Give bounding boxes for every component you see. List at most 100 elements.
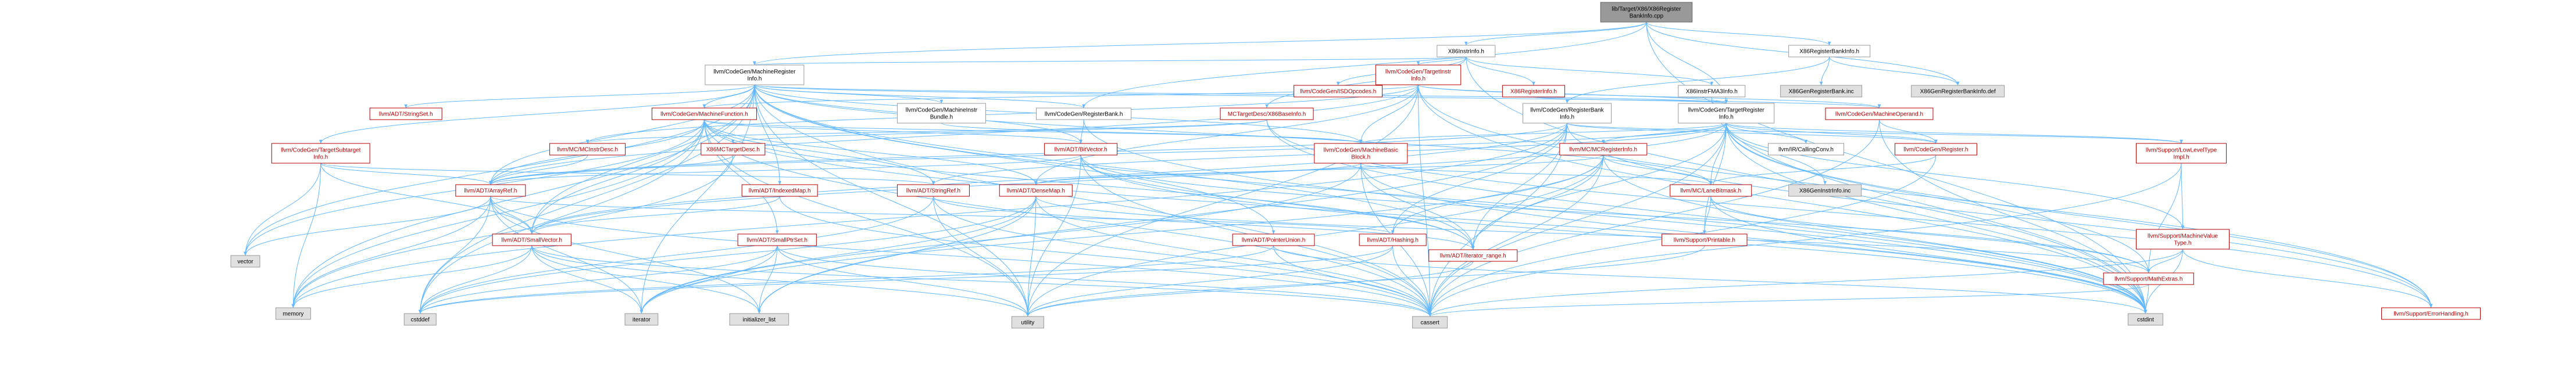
node-box	[1678, 85, 1746, 98]
node-arrayref[interactable]: llvm/ADT/ArrayRef.h	[455, 184, 526, 197]
edge-registerbank-to-bitvector	[1079, 119, 1084, 144]
node-x86genregbank_inc: X86GenRegisterBank.inc	[1780, 85, 1863, 98]
edge-targetinstrinfo-to-cstdint	[1418, 84, 2148, 314]
node-machinefunction[interactable]: llvm/CodeGen/MachineFunction.h	[651, 107, 757, 120]
node-smallvector[interactable]: llvm/ADT/SmallVector.h	[492, 233, 571, 246]
node-label: llvm/CodeGen/RegisterBank.h	[1045, 111, 1123, 118]
edge-targetregisterinfo-to-lowleveltype	[1725, 123, 2183, 144]
node-label: cstddef	[411, 317, 430, 323]
node-box	[651, 107, 757, 120]
edge-smallvector-to-iterator	[531, 245, 644, 314]
node-bitvector[interactable]: llvm/ADT/BitVector.h	[1044, 143, 1118, 156]
node-label: llvm/ADT/StringRef.h	[906, 188, 960, 195]
node-box	[741, 184, 818, 197]
edge-x86instrinfo-to-mcregisterinfo_h	[753, 56, 1467, 66]
node-errorhandling[interactable]: llvm/Support/ErrorHandling.h	[2381, 307, 2481, 320]
node-vector: vector	[230, 255, 260, 268]
node-x86mctargetdesc[interactable]: X86MCTargetDesc.h	[701, 143, 766, 156]
edge-targetinstrinfo-to-utility	[1026, 84, 1419, 317]
edge-lowleveltype-to-mathextras	[2146, 163, 2182, 274]
node-box	[1670, 184, 1752, 197]
node-label: llvm/MC/LaneBitmask.h	[1680, 188, 1741, 195]
node-pointerunion[interactable]: llvm/ADT/PointerUnion.h	[1232, 233, 1315, 246]
node-machineoperand[interactable]: llvm/CodeGen/MachineOperand.h	[1825, 107, 1934, 120]
edge-mcregisterinfo_h-to-cstddef	[418, 84, 755, 314]
edge-arrayref-to-hashing	[490, 196, 1395, 235]
edge-registerbankinfo-to-register_h	[1567, 123, 1938, 144]
edge-machinebasicblock-to-iterator_range	[1360, 163, 1475, 250]
node-indexedmap[interactable]: llvm/ADT/IndexedMap.h	[741, 184, 818, 197]
node-x86baseinfo[interactable]: MCTargetDesc/X86BaseInfo.h	[1220, 107, 1314, 120]
node-label: llvm/CodeGen/MachineFunction.h	[660, 111, 748, 118]
node-label: Info.h	[1719, 114, 1734, 121]
node-hashing[interactable]: llvm/ADT/Hashing.h	[1359, 233, 1427, 246]
edge-x86regbankinfo_h-to-x86genregbank_inc	[1819, 56, 1830, 86]
node-box	[1600, 2, 1693, 23]
node-box	[369, 107, 442, 120]
edge-machinebasicblock-to-iterator	[639, 163, 1362, 314]
edge-iterator_range-to-utility	[1026, 261, 1474, 317]
edge-x86mctargetdesc-to-arrayref	[489, 154, 734, 185]
edge-targetregisterinfo-to-mcmcregisterinfo	[1602, 123, 1727, 144]
node-label: initializer_list	[743, 317, 776, 323]
node-label: X86GenInstrInfo.inc	[1799, 188, 1850, 195]
edge-targetsubtarget-to-memory	[291, 163, 321, 308]
node-box	[492, 233, 571, 246]
edge-targetsubtarget-to-vector	[244, 163, 321, 256]
node-stringset[interactable]: llvm/ADT/StringSet.h	[369, 107, 442, 120]
edge-mathextras-to-cstdint	[2143, 284, 2149, 314]
edge-densemap-to-mathextras	[1035, 196, 2150, 274]
edge-bitvector-to-utility	[1026, 154, 1081, 317]
edge-mcregisterinfo_h-to-stringset	[404, 84, 755, 109]
edge-registerbank-to-cstdint	[1083, 119, 2148, 314]
node-printable[interactable]: llvm/Support/Printable.h	[1662, 233, 1748, 246]
edge-machinevaluetype-to-mathextras	[2146, 249, 2184, 274]
node-label: Info.h	[313, 154, 328, 161]
node-mathextras[interactable]: llvm/Support/MathExtras.h	[2103, 272, 2194, 285]
node-iterator_range[interactable]: llvm/ADT/iterator_range.h	[1428, 249, 1518, 262]
node-smallptrset[interactable]: llvm/ADT/SmallPtrSet.h	[737, 233, 817, 246]
node-register_h[interactable]: llvm/CodeGen/Register.h	[1895, 143, 1977, 156]
node-box	[2103, 272, 2194, 285]
edge-x86baseinfo-to-errorhandling	[1266, 119, 2433, 308]
node-mcmcregisterinfo[interactable]: llvm/MC/MCRegisterInfo.h	[1559, 143, 1648, 156]
edge-arrayref-to-iterator	[490, 196, 644, 314]
edge-targetregisterinfo-to-register_h	[1725, 123, 1938, 144]
edge-densemap-to-cassert	[1035, 196, 1432, 317]
edge-arrayref-to-initializer_list	[490, 196, 761, 314]
edge-bitvector-to-mathextras	[1080, 154, 2150, 274]
edge-targetinstrinfo-to-arrayref	[489, 84, 1419, 185]
edge-mcregisterinfo_h-to-targetsubtarget	[319, 84, 755, 144]
node-box	[1559, 143, 1648, 156]
node-box	[737, 233, 817, 246]
edge-machinefunction-to-smallptrset	[703, 119, 779, 235]
edge-x86instrinfo-to-x86reginfo	[1466, 56, 1535, 86]
edge-lowleveltype-to-cassert	[1428, 163, 2182, 317]
node-mclanebitmask[interactable]: llvm/MC/LaneBitmask.h	[1670, 184, 1752, 197]
node-x86reginfo[interactable]: X86RegisterInfo.h	[1502, 85, 1566, 98]
node-isdopcodes[interactable]: llvm/CodeGen/ISDOpcodes.h	[1294, 85, 1383, 98]
edge-densemap-to-initializer_list	[758, 196, 1037, 314]
node-mcinstrdesc[interactable]: llvm/MC/MCInstrDesc.h	[549, 143, 626, 156]
node-label: llvm/ADT/Hashing.h	[1367, 238, 1419, 244]
edge-targetinstrinfo-to-machinebasicblock	[1359, 84, 1419, 144]
node-label: llvm/IR/CallingConv.h	[1778, 147, 1834, 153]
edge-targetsubtarget-to-smallvector	[320, 163, 534, 235]
node-x86geninstrinfo_inc: X86GenInstrInfo.inc	[1788, 184, 1862, 197]
node-box	[1437, 45, 1496, 57]
edge-machinefunction-to-machinebasicblock	[703, 119, 1363, 144]
node-label: iterator	[633, 317, 651, 323]
node-label: llvm/Support/MachineValue	[2148, 233, 2218, 240]
edge-targetregisterinfo-to-mathextras	[1725, 123, 2150, 274]
node-densemap[interactable]: llvm/ADT/DenseMap.h	[999, 184, 1073, 197]
edge-mcregisterinfo_h-to-iterator	[639, 84, 755, 314]
node-stringref[interactable]: llvm/ADT/StringRef.h	[896, 184, 970, 197]
node-label: X86MCTargetDesc.h	[706, 147, 760, 153]
